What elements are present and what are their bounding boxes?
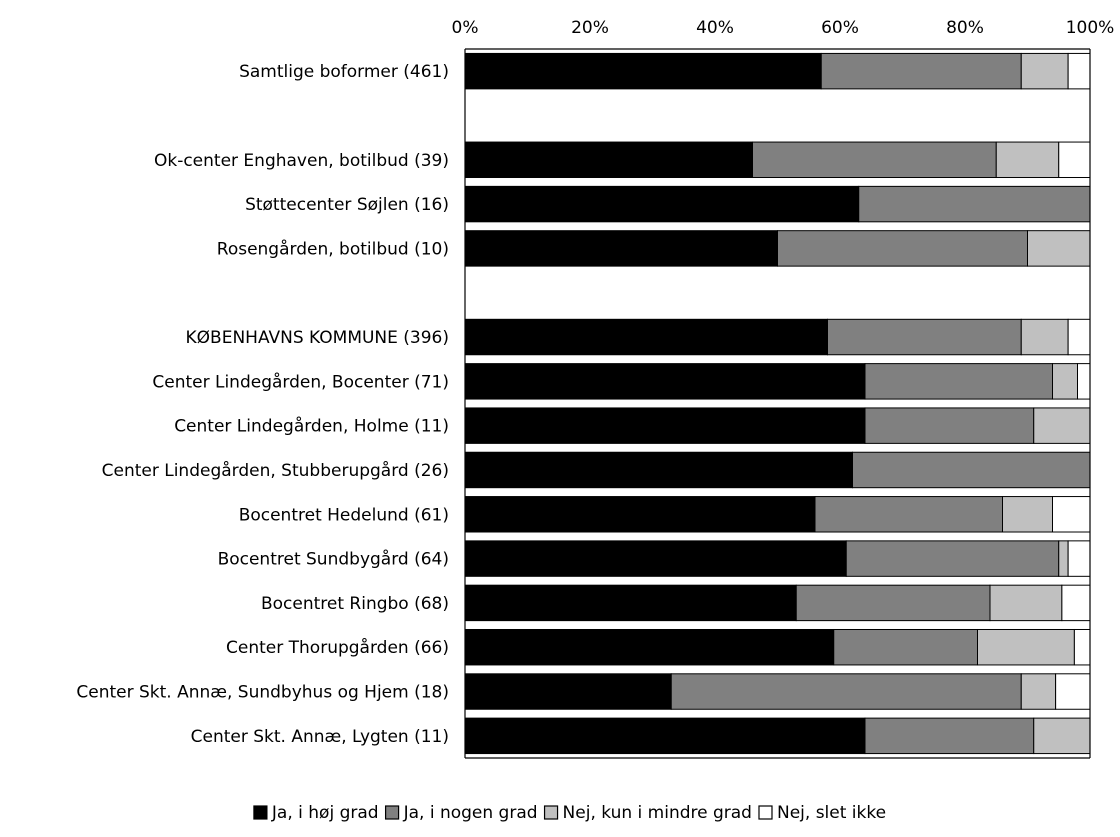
bar-segment-1 [752, 141, 997, 179]
bar-segment-0 [464, 363, 866, 400]
category-label: Center Skt. Annæ, Sundbyhus og Hjem (18) [76, 683, 449, 703]
bar-segment-2 [1027, 230, 1091, 267]
bar-segment-1 [845, 540, 1060, 577]
bar-segment-0 [464, 185, 860, 223]
category-label: Center Lindegården, Stubberupgård (26) [102, 460, 449, 481]
legend-swatch-0 [253, 805, 268, 820]
bar-segment-1 [833, 628, 978, 666]
bar-segment-3 [1067, 52, 1091, 90]
bar-segment-0 [464, 540, 847, 577]
bar-segment-3 [1067, 540, 1091, 577]
legend-label-3: Nej, slet ikke [777, 803, 886, 823]
bar-segment-1 [864, 717, 1035, 755]
bar-segment-0 [464, 451, 853, 489]
bar-segment-2 [1052, 363, 1078, 400]
bar-segment-3 [1073, 628, 1091, 666]
category-label: Støttecenter Søjlen (16) [245, 195, 449, 215]
bar-segment-1 [864, 363, 1053, 400]
bar-segment-0 [464, 628, 835, 666]
bar-segment-1 [795, 584, 991, 622]
bar-segment-3 [1061, 584, 1091, 622]
bar-segment-3 [1077, 363, 1091, 400]
bar-segment-0 [464, 141, 753, 179]
x-tick-label: 100% [1066, 18, 1115, 38]
bar-segment-3 [1067, 318, 1091, 356]
x-tick-label: 20% [571, 18, 609, 38]
bar-segment-3 [1058, 141, 1091, 179]
bar-segment-0 [464, 584, 797, 622]
bar-segment-0 [464, 230, 778, 267]
legend-label-1: Ja, i nogen grad [403, 803, 538, 823]
bar-segment-3 [1055, 673, 1091, 710]
x-axis: 0% 20% 40% 60% 80% 100% [452, 18, 1115, 38]
category-label: Center Lindegården, Holme (11) [174, 416, 449, 437]
category-label: Bocentret Hedelund (61) [239, 505, 449, 525]
bar-segment-1 [864, 407, 1035, 444]
bar-segment-2 [1033, 407, 1091, 444]
bar-segment-0 [464, 318, 828, 356]
bar-segment-0 [464, 717, 866, 755]
category-label: Samtlige boformer (461) [239, 62, 449, 82]
legend-swatch-3 [758, 805, 773, 820]
x-tick-label: 0% [452, 18, 479, 38]
bar-segment-0 [464, 407, 866, 444]
bar-segment-2 [1020, 318, 1069, 356]
legend-swatch-1 [384, 805, 400, 820]
category-label: Center Thorupgården (66) [226, 637, 449, 658]
plot-frame [464, 48, 1091, 759]
bar-segment-0 [464, 496, 816, 533]
category-label: Bocentret Sundbygård (64) [218, 549, 449, 570]
category-label: Ok-center Enghaven, botilbud (39) [154, 151, 449, 171]
category-label: Bocentret Ringbo (68) [261, 594, 449, 614]
bar-segment-2 [989, 584, 1063, 622]
bar-segment-1 [777, 230, 1028, 267]
bar-segment-1 [820, 52, 1022, 90]
bar-segment-0 [464, 52, 822, 90]
bar-segment-2 [1020, 673, 1057, 710]
category-label: Rosengården, botilbud (10) [217, 238, 449, 259]
category-label: KØBENHAVNS KOMMUNE (396) [186, 328, 449, 348]
bar-segment-1 [827, 318, 1022, 356]
bar-segment-2 [995, 141, 1060, 179]
bar-segment-2 [1002, 496, 1053, 533]
x-tick-label: 40% [696, 18, 734, 38]
bar-segment-1 [858, 185, 1091, 223]
bar-segment-0 [464, 673, 672, 710]
bar-segment-3 [1052, 496, 1091, 533]
x-tick-label: 80% [946, 18, 984, 38]
legend: Ja, i høj grad Ja, i nogen grad Nej, kun i… [253, 803, 886, 823]
bar-segment-2 [1020, 52, 1069, 90]
legend-label-0: Ja, i høj grad [271, 803, 379, 823]
bar-segment-1 [852, 451, 1091, 489]
legend-label-2: Nej, kun i mindre grad [563, 803, 752, 823]
bars [464, 52, 1091, 755]
bar-segment-2 [977, 628, 1075, 666]
bar-segment-1 [670, 673, 1022, 710]
x-tick-label: 60% [821, 18, 859, 38]
bar-segment-1 [814, 496, 1003, 533]
bar-segment-2 [1058, 540, 1069, 577]
legend-swatch-2 [543, 805, 559, 820]
bar-segment-2 [1033, 717, 1091, 755]
category-label: Center Lindegården, Bocenter (71) [152, 371, 449, 392]
category-label: Center Skt. Annæ, Lygten (11) [191, 727, 449, 747]
y-axis-categories: Samtlige boformer (461) Ok-center Enghave… [76, 62, 449, 747]
